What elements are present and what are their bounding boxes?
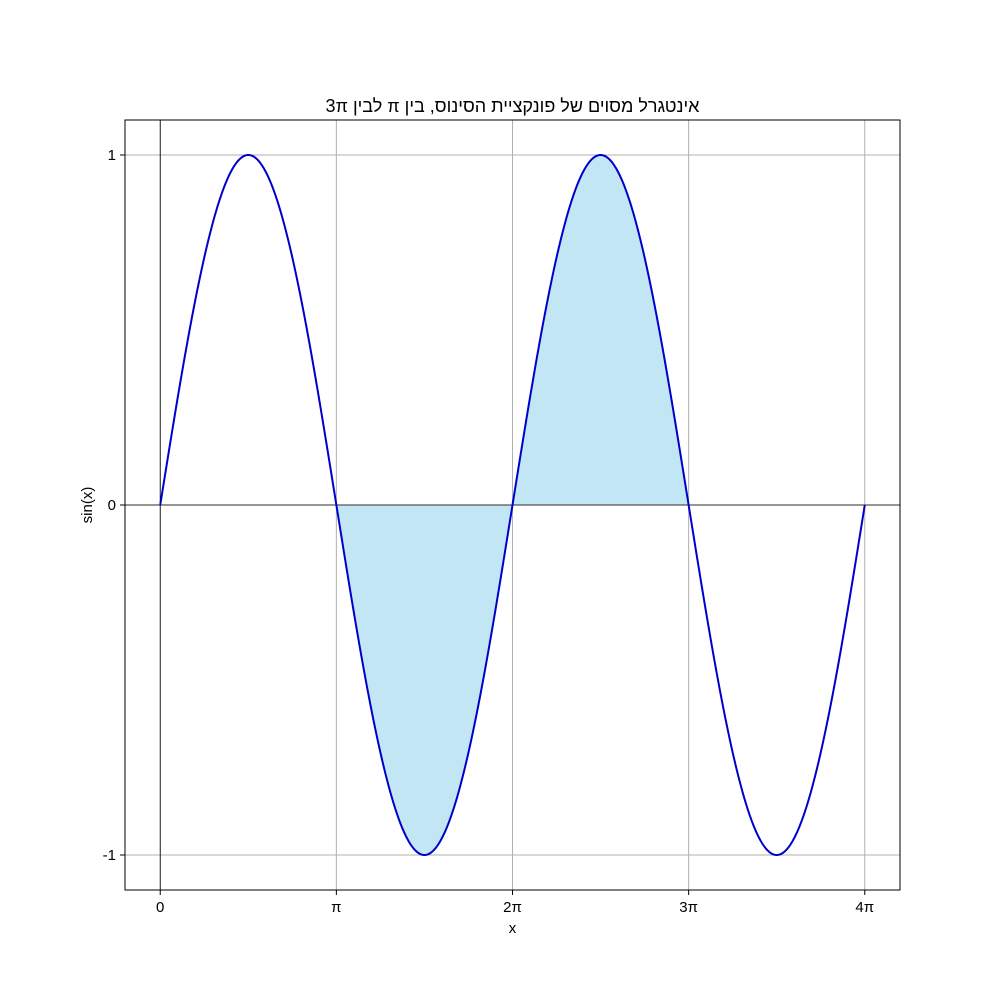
sine-curve-line <box>159 153 866 857</box>
y-tick-label: -1 <box>103 847 116 864</box>
x-tick-label: 4π <box>855 899 874 916</box>
y-tick-label: 0 <box>108 497 116 514</box>
chart-title: אינטגרל מסוים של פונקציית הסינוס, בין π … <box>326 96 701 116</box>
x-axis-ticks: 0 π 2π 3π 4π <box>156 890 874 916</box>
y-tick-label: 1 <box>108 147 116 164</box>
y-axis-label: sin(x) <box>79 487 96 524</box>
x-tick-label: π <box>331 899 341 916</box>
x-tick-label: 3π <box>679 899 698 916</box>
x-tick-label: 0 <box>156 899 164 916</box>
x-tick-label: 2π <box>503 899 522 916</box>
y-axis-ticks: -1 0 1 <box>103 147 125 864</box>
x-axis-label: x <box>509 920 517 937</box>
